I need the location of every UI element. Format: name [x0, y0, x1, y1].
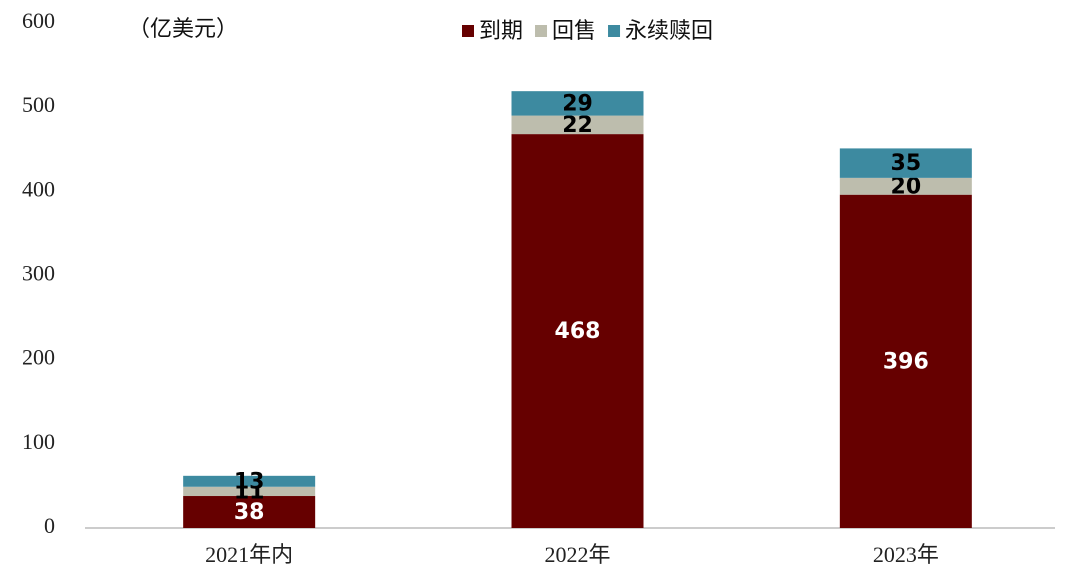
- legend-label: 永续赎回: [625, 19, 713, 44]
- x-tick-label: 2021年内: [205, 542, 293, 567]
- bar-segment: [511, 134, 644, 528]
- bar-segment: [183, 475, 316, 487]
- data-label: 29: [562, 91, 593, 116]
- y-tick-label: 600: [22, 8, 55, 33]
- y-tick-label: 200: [22, 345, 55, 370]
- y-tick-label: 400: [22, 176, 55, 201]
- data-label: 20: [891, 174, 922, 199]
- x-tick-label: 2022年: [544, 542, 610, 567]
- y-tick-label: 300: [22, 261, 55, 286]
- bar-segment: [511, 115, 644, 135]
- bar-segment: [511, 91, 644, 116]
- y-tick-label: 0: [44, 513, 55, 538]
- bar-segment: [183, 486, 316, 497]
- data-label: 13: [234, 469, 265, 494]
- legend-label: 回售: [552, 19, 596, 44]
- data-label: 22: [562, 113, 593, 138]
- legend-swatch: [608, 25, 621, 37]
- data-label: 38: [234, 500, 265, 525]
- x-tick-label: 2023年: [873, 542, 939, 567]
- bar-segment: [839, 194, 972, 528]
- data-label: 396: [883, 349, 929, 374]
- data-label: 468: [555, 319, 601, 344]
- bar-segment: [183, 496, 316, 528]
- legend-swatch: [462, 25, 474, 37]
- data-label: 35: [891, 151, 922, 176]
- unit-label: （亿美元）: [128, 17, 238, 42]
- bar-segment: [839, 148, 972, 178]
- y-tick-label: 500: [22, 92, 55, 117]
- legend-label: 到期: [479, 19, 523, 44]
- y-tick-label: 100: [22, 429, 55, 454]
- bar-segment: [839, 177, 972, 195]
- legend-swatch: [535, 25, 548, 37]
